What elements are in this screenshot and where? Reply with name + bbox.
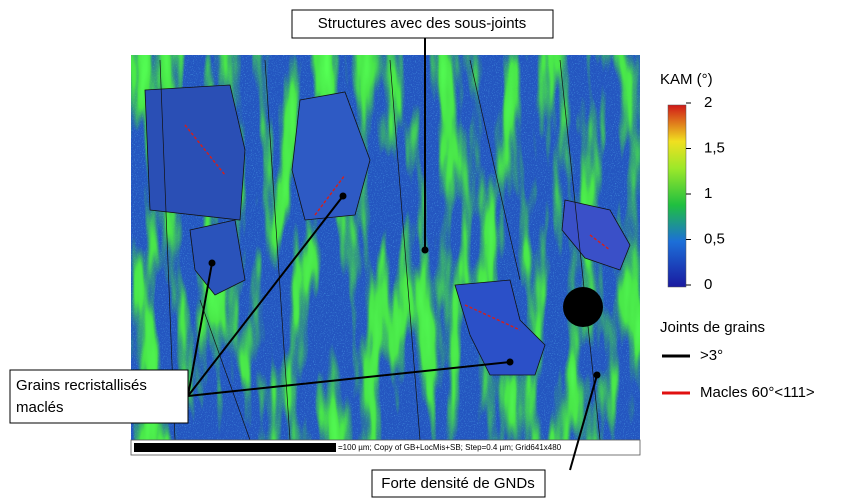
colorbar-tick-label: 1,5: [704, 139, 725, 156]
annotation: Structures avec des sous-joints: [318, 15, 526, 32]
colorbar-tick-label: 0,5: [704, 230, 725, 247]
kam-map: [131, 55, 640, 441]
colorbar-tick-label: 2: [704, 94, 712, 111]
pointer-lines: [187, 38, 598, 471]
legend-entry: Macles 60°<111>: [700, 384, 815, 401]
colorbar-title: KAM (°): [660, 71, 713, 88]
colorbar-tick-label: 1: [704, 185, 712, 202]
annotation-box: [291, 9, 554, 39]
legend-title: Joints de grains: [660, 319, 765, 336]
annotation: Grains recristallisés: [16, 377, 147, 394]
annotation-box: [9, 369, 189, 424]
pointer-dots: [208, 192, 601, 379]
scale-text: =100 µm; Copy of GB+LocMis+SB; Step=0.4 …: [338, 443, 562, 452]
annotation: Forte densité de GNDs: [381, 475, 534, 492]
annotation-box: [371, 469, 546, 498]
colorbar-tick-label: 0: [704, 276, 712, 293]
annotation: maclés: [16, 399, 64, 416]
colorbar: [667, 104, 687, 288]
legend-entry: >3°: [700, 347, 723, 364]
scale-bar: [134, 443, 336, 452]
colorbar-ticks: 2 1,5 1 0,5 0: [686, 94, 725, 293]
